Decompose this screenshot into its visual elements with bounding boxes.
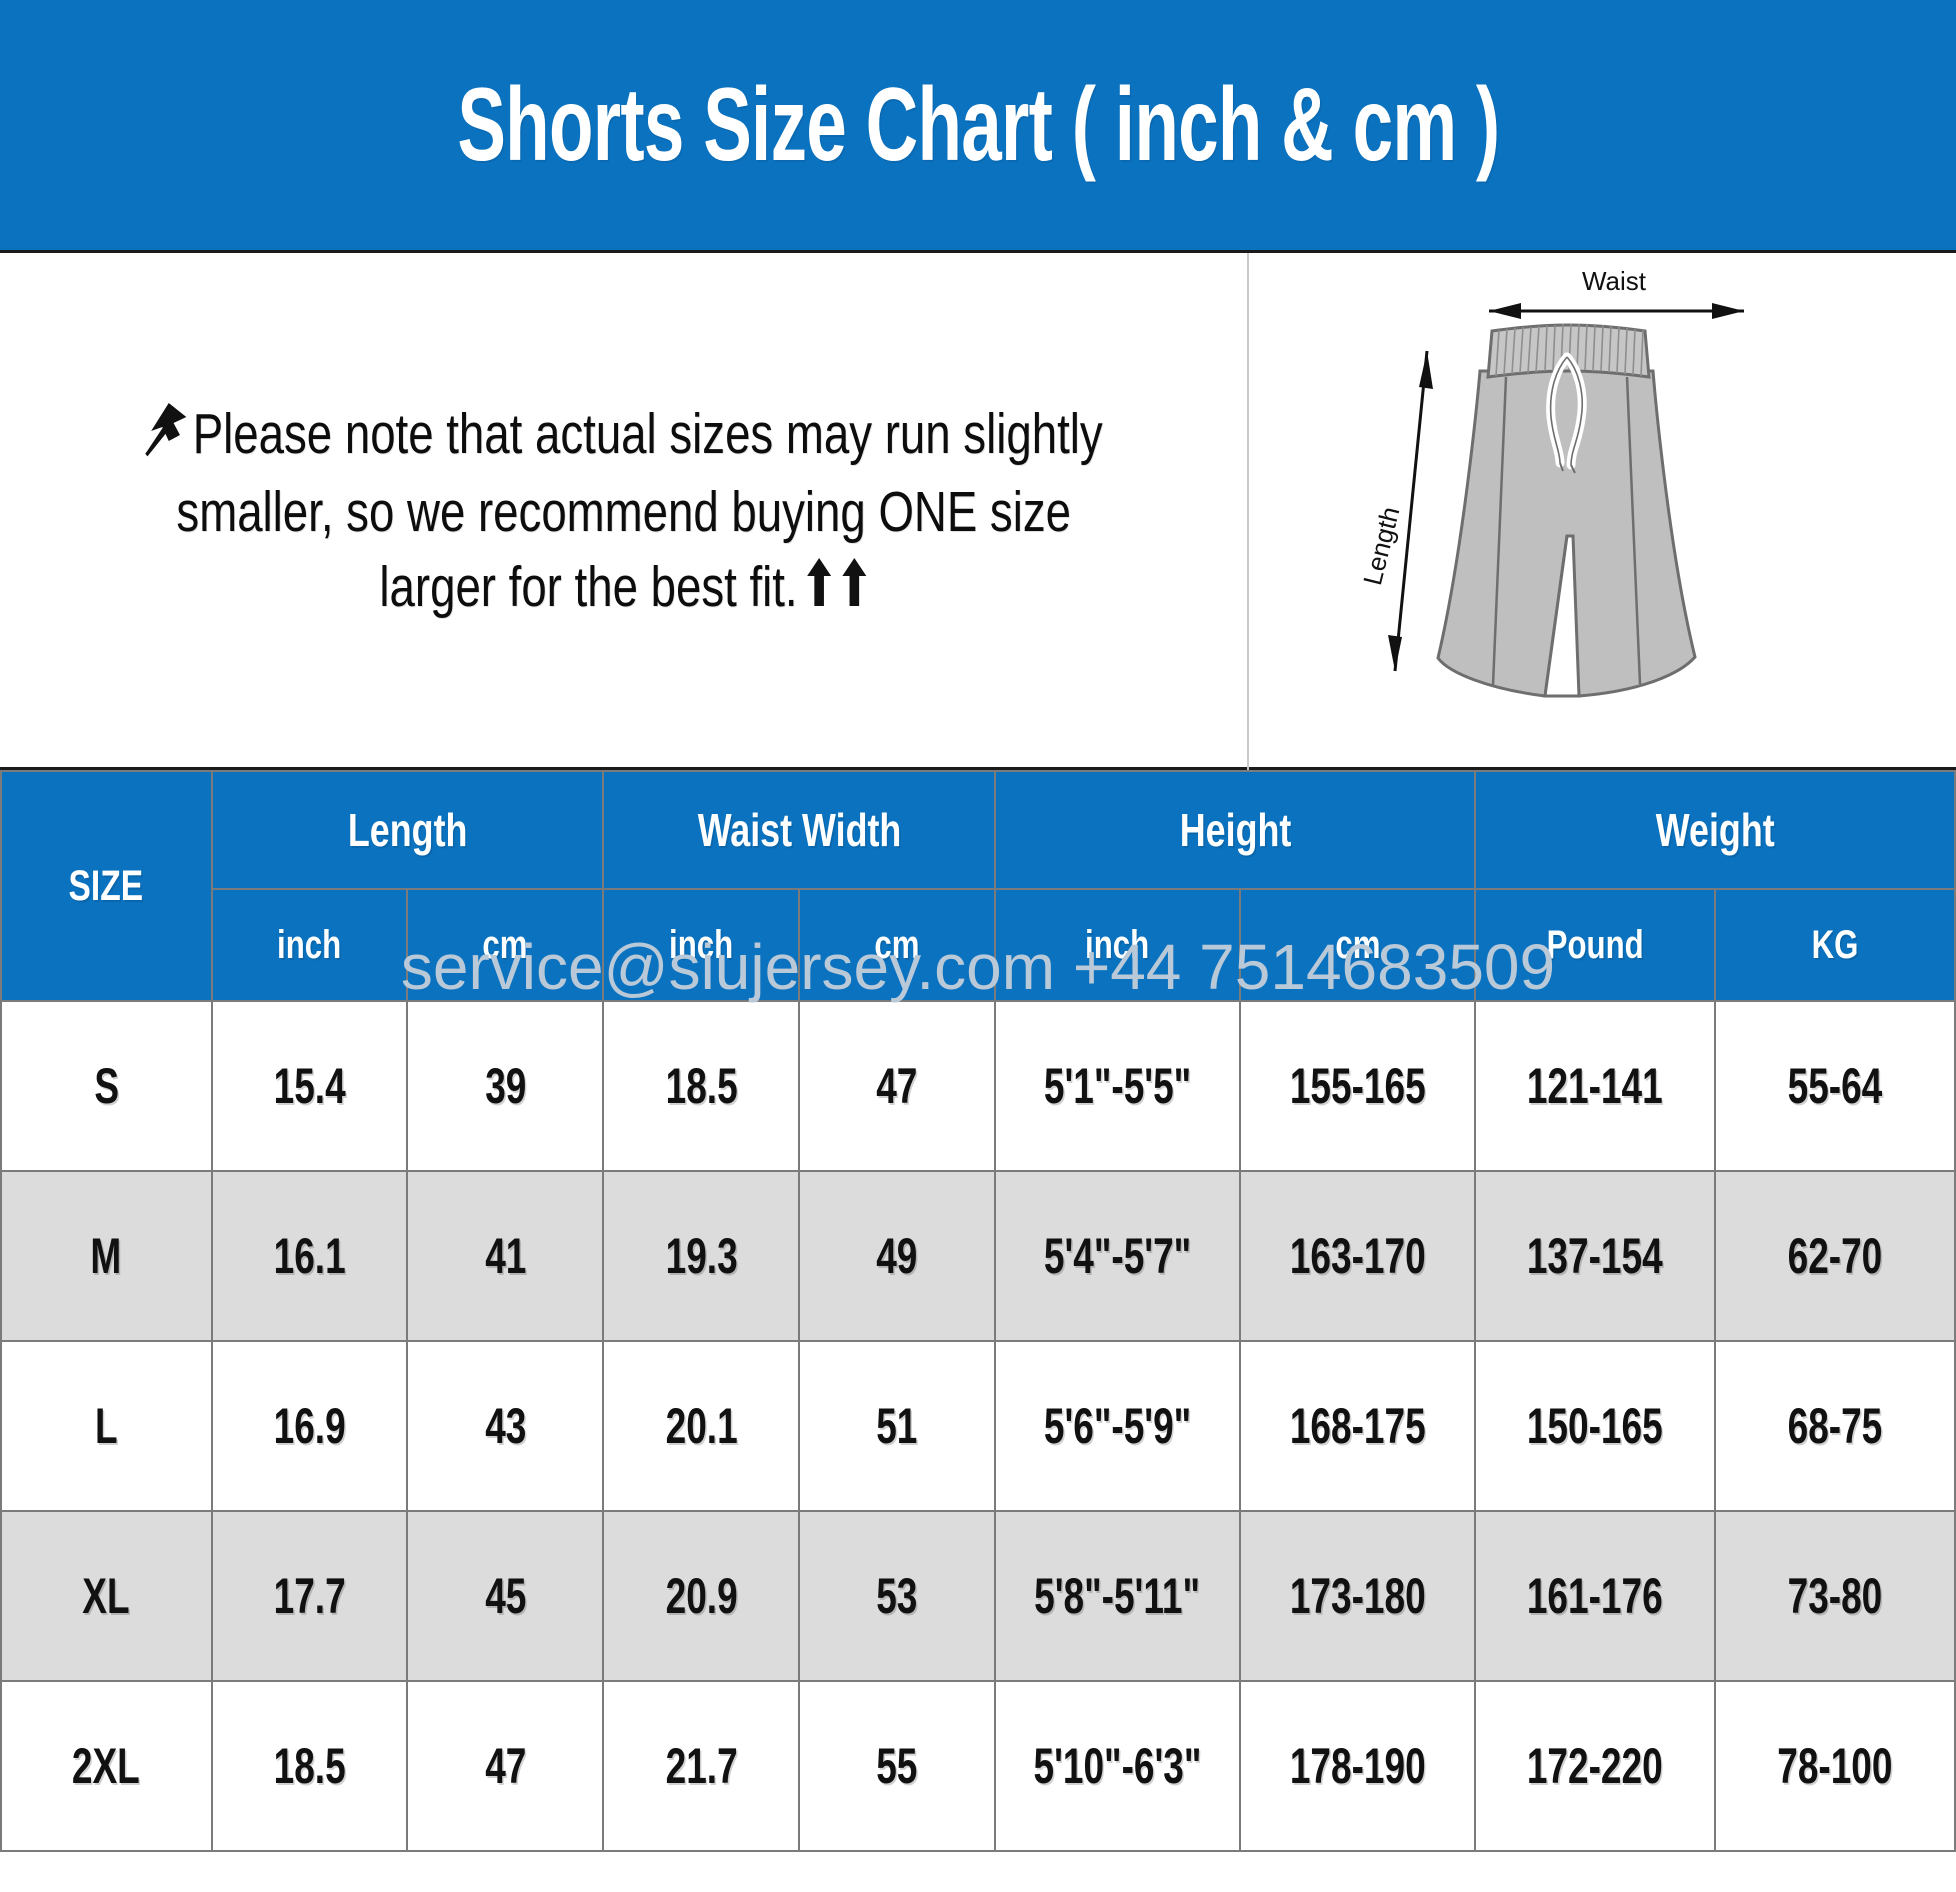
shorts-diagram: Waist Length bbox=[1249, 253, 1956, 770]
cell-height-cm: 163-170 bbox=[1238, 1170, 1477, 1342]
cell-height-inch: 5'8"-5'11" bbox=[994, 1510, 1241, 1682]
pushpin-icon bbox=[144, 401, 191, 475]
cell-size: S bbox=[0, 1000, 213, 1172]
subheader-length-cm: cm bbox=[406, 888, 605, 1002]
cell-length-inch: 15.4 bbox=[210, 1000, 409, 1172]
shorts-crotch-gap bbox=[1543, 534, 1581, 698]
size-note-line1: Please note that actual sizes may run sl… bbox=[192, 402, 1103, 467]
size-note-line3: larger for the best fit. bbox=[379, 554, 798, 619]
cell-length-cm: 39 bbox=[406, 1000, 605, 1172]
cell-size: 2XL bbox=[0, 1680, 213, 1852]
shorts-seam-left bbox=[1491, 376, 1508, 686]
cell-waist-cm: 49 bbox=[798, 1170, 997, 1342]
cell-weight-pound: 150-165 bbox=[1474, 1340, 1716, 1512]
cell-length-cm: 45 bbox=[406, 1510, 605, 1682]
cell-weight-pound: 172-220 bbox=[1474, 1680, 1716, 1852]
table-sub-header-row: inch cm inch cm inch cm Pound KG bbox=[1, 888, 1956, 1002]
column-header-weight: Weight bbox=[1474, 770, 1956, 890]
subheader-height-cm: cm bbox=[1238, 888, 1477, 1002]
cell-size: XL bbox=[0, 1510, 213, 1682]
cell-length-inch: 17.7 bbox=[210, 1510, 409, 1682]
cell-waist-cm: 47 bbox=[798, 1000, 997, 1172]
subheader-weight-kg: KG bbox=[1713, 888, 1956, 1002]
band-divider bbox=[1247, 253, 1249, 770]
note-and-diagram-band: Please note that actual sizes may run sl… bbox=[0, 253, 1956, 770]
cell-height-cm: 178-190 bbox=[1238, 1680, 1477, 1852]
size-note-text: Please note that actual sizes may run sl… bbox=[144, 397, 1103, 626]
cell-weight-kg: 68-75 bbox=[1713, 1340, 1956, 1512]
cell-height-inch: 5'4"-5'7" bbox=[994, 1170, 1241, 1342]
cell-waist-inch: 18.5 bbox=[602, 1000, 801, 1172]
column-header-height: Height bbox=[994, 770, 1477, 890]
cell-waist-inch: 20.1 bbox=[602, 1340, 801, 1512]
shorts-garment bbox=[1436, 323, 1697, 698]
column-header-length: Length bbox=[210, 770, 605, 890]
cell-height-cm: 168-175 bbox=[1238, 1340, 1477, 1512]
cell-size: M bbox=[0, 1170, 213, 1342]
cell-weight-kg: 73-80 bbox=[1713, 1510, 1956, 1682]
cell-weight-kg: 55-64 bbox=[1713, 1000, 1956, 1172]
subheader-height-inch: inch bbox=[994, 888, 1241, 1002]
cell-weight-kg: 62-70 bbox=[1713, 1170, 1956, 1342]
table-row: M 16.1 41 19.3 49 5'4"-5'7" 163-170 137-… bbox=[0, 1170, 1956, 1342]
column-header-waist-width: Waist Width bbox=[602, 770, 997, 890]
cell-size: L bbox=[0, 1340, 213, 1512]
size-note-line2: smaller, so we recommend buying ONE size bbox=[176, 480, 1071, 545]
cell-weight-pound: 121-141 bbox=[1474, 1000, 1716, 1172]
table-body: S 15.4 39 18.5 47 5'1"-5'5" 155-165 121-… bbox=[0, 1000, 1956, 1852]
cell-height-cm: 173-180 bbox=[1238, 1510, 1477, 1682]
subheader-waist-inch: inch bbox=[602, 888, 801, 1002]
table-row: 2XL 18.5 47 21.7 55 5'10"-6'3" 178-190 1… bbox=[0, 1680, 1956, 1852]
table-row: XL 17.7 45 20.9 53 5'8"-5'11" 173-180 16… bbox=[0, 1510, 1956, 1682]
column-header-size: SIZE bbox=[0, 770, 213, 1002]
chart-header-banner: Shorts Size Chart ( inch & cm ) bbox=[0, 0, 1956, 253]
cell-waist-inch: 21.7 bbox=[602, 1680, 801, 1852]
cell-waist-inch: 19.3 bbox=[602, 1170, 801, 1342]
subheader-weight-pound: Pound bbox=[1474, 888, 1716, 1002]
cell-weight-kg: 78-100 bbox=[1713, 1680, 1956, 1852]
shorts-seam-right bbox=[1625, 376, 1642, 685]
cell-length-inch: 16.9 bbox=[210, 1340, 409, 1512]
cell-length-cm: 43 bbox=[406, 1340, 605, 1512]
waist-dimension-arrow bbox=[1489, 303, 1744, 319]
length-label: Length bbox=[1357, 504, 1405, 588]
shorts-drawstring bbox=[1546, 352, 1587, 474]
cell-height-inch: 5'10"-6'3" bbox=[994, 1680, 1241, 1852]
cell-waist-cm: 51 bbox=[798, 1340, 997, 1512]
cell-length-inch: 16.1 bbox=[210, 1170, 409, 1342]
cell-weight-pound: 161-176 bbox=[1474, 1510, 1716, 1682]
table-group-header-row: SIZE Length Waist Width Height Weight bbox=[0, 770, 1956, 1002]
cell-waist-inch: 20.9 bbox=[602, 1510, 801, 1682]
size-chart-table: SIZE Length Waist Width Height Weight in… bbox=[0, 770, 1956, 1852]
up-arrow-icon bbox=[841, 552, 868, 626]
cell-height-inch: 5'6"-5'9" bbox=[994, 1340, 1241, 1512]
cell-height-inch: 5'1"-5'5" bbox=[994, 1000, 1241, 1172]
subheader-length-inch: inch bbox=[210, 888, 409, 1002]
cell-length-cm: 47 bbox=[406, 1680, 605, 1852]
cell-weight-pound: 137-154 bbox=[1474, 1170, 1716, 1342]
size-note-block: Please note that actual sizes may run sl… bbox=[0, 253, 1247, 770]
subheader-waist-cm: cm bbox=[798, 888, 997, 1002]
cell-waist-cm: 55 bbox=[798, 1680, 997, 1852]
length-dimension-arrow bbox=[1388, 350, 1433, 672]
table-row: S 15.4 39 18.5 47 5'1"-5'5" 155-165 121-… bbox=[0, 1000, 1956, 1172]
up-arrow-icon bbox=[805, 552, 832, 626]
waist-label: Waist bbox=[1582, 266, 1647, 296]
cell-length-inch: 18.5 bbox=[210, 1680, 409, 1852]
cell-height-cm: 155-165 bbox=[1238, 1000, 1477, 1172]
cell-waist-cm: 53 bbox=[798, 1510, 997, 1682]
table-row: L 16.9 43 20.1 51 5'6"-5'9" 168-175 150-… bbox=[0, 1340, 1956, 1512]
page-title: Shorts Size Chart ( inch & cm ) bbox=[456, 66, 1500, 183]
cell-length-cm: 41 bbox=[406, 1170, 605, 1342]
